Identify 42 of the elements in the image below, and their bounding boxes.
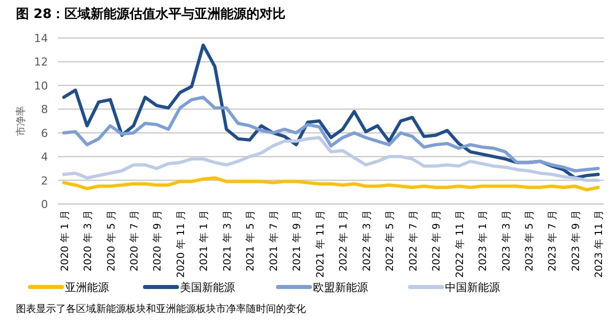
x-tick-label: 2021 年 1 月 (198, 210, 210, 272)
x-tick-label: 2022 年 1 月 (338, 210, 350, 272)
legend-label: 亚洲能源 (65, 281, 109, 294)
line-series (62, 96, 600, 172)
x-tick-label: 2020 年 1 月 (58, 210, 71, 272)
y-tick-label: 10 (34, 79, 48, 92)
y-tick-label: 4 (41, 150, 48, 164)
chart-title: 图 28：区域新能源估值水平与亚洲能源的对比 (16, 6, 286, 22)
legend-label: 美国新能源 (180, 281, 235, 294)
y-tick-label: 6 (41, 126, 48, 140)
x-tick-label: 2023 年 11 月 (593, 210, 606, 278)
x-tick-label: 2020 年 7 月 (128, 210, 141, 272)
x-tick-label: 2020 年 3 月 (82, 210, 94, 272)
text: 图表显示了各区域新能源板块和亚洲能源板块市净率随时间的变化 (16, 303, 306, 315)
x-tick-label: 2022 年 5 月 (384, 210, 396, 272)
x-tick-label: 2020 年 11 月 (174, 210, 187, 278)
x-tick-label: 2023 年 7 月 (546, 210, 559, 272)
x-tick-label: 2022 年 7 月 (407, 210, 420, 272)
y-tick-label: 14 (34, 32, 48, 45)
x-tick-label: 2021 年 11 月 (314, 210, 326, 278)
y-axis-title: 市净率 (15, 106, 27, 136)
line-series (62, 176, 600, 192)
x-tick-label: 2022 年 11 月 (454, 210, 466, 278)
x-tick-label: 2021 年 7 月 (268, 210, 280, 272)
x-tick-label: 2020 年 5 月 (105, 210, 118, 272)
x-tick-label: 2023 年 5 月 (523, 210, 536, 272)
x-tick-label: 2020 年 9 月 (152, 210, 164, 272)
x-tick-label: 2023 年 3 月 (500, 210, 512, 272)
y-tick-label: 0 (41, 198, 48, 211)
y-tick-label: 2 (41, 174, 48, 188)
x-tick-label: 2023 年 9 月 (570, 210, 582, 272)
x-tick-label: 2023 年 1 月 (477, 210, 490, 272)
x-tick-label: 2022 年 3 月 (360, 210, 373, 272)
legend-label: 欧盟新能源 (313, 281, 368, 294)
x-tick-label: 2021 年 9 月 (291, 210, 304, 272)
x-tick-label: 2021 年 5 月 (244, 210, 257, 272)
legend-label: 中国新能源 (445, 281, 500, 294)
line-series (62, 136, 600, 182)
y-tick-label: 12 (34, 56, 48, 69)
x-tick-label: 2022 年 9 月 (430, 210, 443, 272)
y-tick-label: 8 (41, 103, 48, 116)
x-tick-label: 2021 年 3 月 (221, 210, 234, 272)
